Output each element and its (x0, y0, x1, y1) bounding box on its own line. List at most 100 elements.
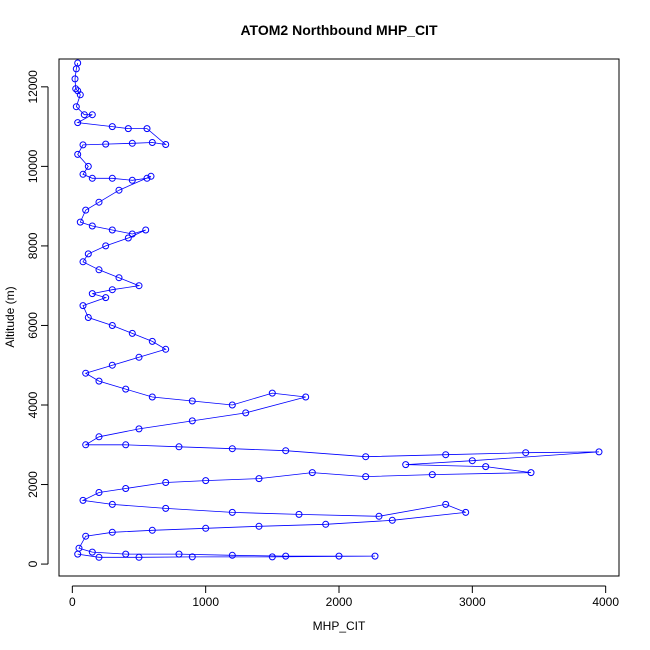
data-point (128, 230, 136, 238)
data-point (527, 469, 535, 477)
data-point (202, 477, 210, 485)
data-point (468, 457, 476, 465)
data-point (108, 322, 116, 329)
data-point (162, 479, 170, 486)
data-point (135, 353, 143, 361)
data-point (79, 170, 87, 178)
data-point (95, 489, 103, 496)
data-point (228, 445, 236, 453)
data-point (282, 447, 290, 455)
data-point (74, 150, 82, 158)
data-point (148, 526, 156, 534)
data-point (82, 532, 90, 540)
data-point (95, 198, 103, 206)
data-point (88, 222, 96, 230)
data-series (71, 59, 603, 561)
x-tick-label: 1000 (192, 595, 219, 609)
data-point (462, 508, 470, 516)
y-tick-label: 2000 (26, 471, 40, 498)
data-point (148, 337, 156, 345)
data-point (595, 448, 603, 456)
data-point (122, 485, 130, 492)
data-point (175, 443, 183, 451)
data-point (74, 119, 82, 127)
data-point (388, 516, 396, 524)
data-point (142, 226, 150, 234)
data-point (124, 234, 132, 242)
data-point (102, 294, 110, 302)
data-point (402, 461, 410, 469)
data-point (72, 65, 80, 73)
data-point (122, 550, 130, 558)
data-point (175, 550, 183, 558)
data-point (302, 393, 310, 401)
data-point (143, 125, 151, 133)
data-point (102, 140, 110, 148)
data-point (308, 469, 316, 477)
x-axis-label: MHP_CIT (313, 619, 366, 633)
data-point (72, 103, 80, 111)
plot-frame (58, 58, 620, 577)
data-point (442, 451, 450, 459)
data-point (108, 123, 116, 131)
data-point (71, 75, 79, 83)
chart-title: ATOM2 Northbound MHP_CIT (240, 22, 437, 38)
data-point (282, 552, 290, 560)
data-point (74, 550, 82, 558)
data-point (84, 250, 92, 258)
y-tick-label: 6000 (26, 312, 40, 339)
data-point (79, 302, 87, 310)
data-point (115, 186, 123, 194)
data-point (82, 369, 90, 377)
data-point (84, 162, 92, 170)
data-point (255, 522, 263, 530)
data-point (188, 417, 196, 425)
data-point (108, 286, 116, 294)
data-point (88, 548, 96, 556)
data-point (72, 85, 80, 93)
data-point (522, 449, 530, 457)
series-line (74, 62, 600, 558)
data-point (88, 111, 96, 119)
data-point (482, 463, 490, 471)
y-axis-label: Altitude (m) (3, 286, 17, 347)
data-point (188, 397, 196, 405)
data-point (228, 551, 236, 559)
data-point (442, 500, 450, 508)
data-point (147, 172, 155, 180)
y-tick-label: 12000 (26, 70, 40, 104)
data-point (371, 552, 379, 560)
data-point (82, 206, 90, 214)
x-tick-label: 3000 (459, 595, 486, 609)
x-axis: 0 1000 2000 3000 4000 (69, 585, 619, 609)
data-point (162, 345, 170, 353)
data-point (148, 393, 156, 401)
data-point (88, 290, 96, 298)
data-point (79, 496, 87, 504)
y-axis: 0 2000 4000 6000 8000 10000 12000 (26, 70, 49, 567)
data-point (362, 473, 370, 481)
data-point (95, 433, 103, 441)
data-point (82, 441, 90, 449)
data-point (124, 125, 132, 133)
y-tick-label: 4000 (26, 391, 40, 418)
data-point (255, 475, 263, 483)
data-point (375, 512, 383, 520)
data-point (122, 441, 130, 449)
data-point (242, 409, 250, 417)
data-point (322, 520, 330, 528)
y-tick-label: 10000 (26, 149, 40, 183)
data-point (335, 552, 343, 560)
data-point (188, 553, 196, 561)
y-tick-label: 0 (26, 560, 40, 567)
data-point (108, 226, 116, 234)
data-point (79, 258, 87, 266)
data-point (162, 504, 170, 512)
data-point (268, 553, 276, 561)
x-tick-label: 0 (69, 595, 76, 609)
data-point (76, 91, 84, 99)
data-point (84, 314, 92, 321)
data-point (102, 242, 110, 250)
x-tick-label: 4000 (592, 595, 619, 609)
